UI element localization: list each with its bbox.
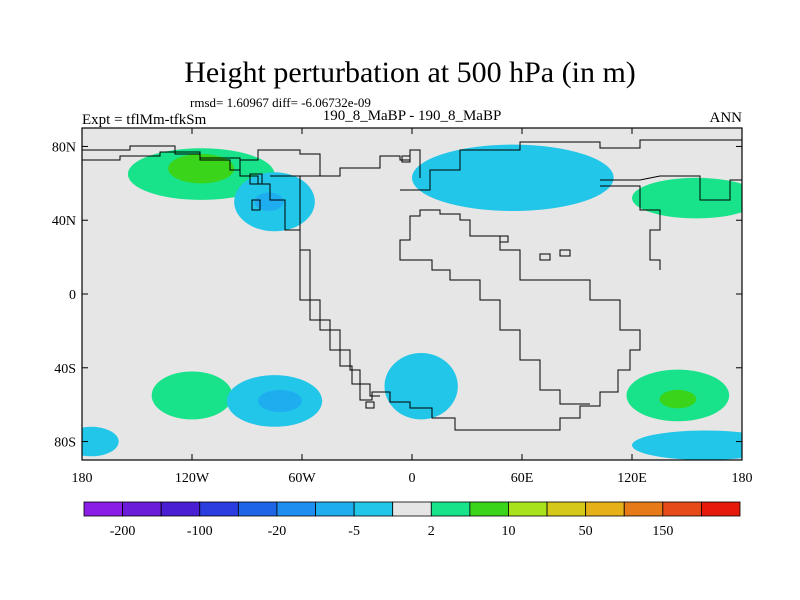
colorbar-swatch-11 [508,501,548,517]
anomaly-region-13 [82,426,119,457]
colorbar-swatch-15 [662,501,702,517]
x-tick-label-0: 180 [72,471,93,486]
colorbar-swatch-12 [546,501,587,517]
colorbar-swatch-0 [83,501,123,517]
x-tick-label-4: 60E [511,471,534,486]
colorbar-label-1: -100 [187,524,213,539]
anomaly-region-3 [254,192,284,211]
colorbar-label-7: 150 [652,524,673,539]
x-tick-label-3: 0 [409,471,416,486]
anomaly-region-12 [632,430,742,460]
anomaly-region-4 [411,144,614,211]
colorbar-swatch-3 [199,501,239,517]
anomaly-region-9 [384,353,458,420]
colorbar-swatch-16 [701,501,741,517]
y-tick-label-0: 80N [52,140,76,155]
colorbar-swatch-7 [353,501,394,517]
coastline-east [600,175,742,201]
colorbar-swatch-13 [585,501,625,517]
coastline-north [400,139,742,191]
x-axis: 180 120W 60W 0 60E 120E 180 [72,128,753,486]
colorbar-swatch-4 [237,501,278,517]
chart-title: Height perturbation at 500 hPa (in m) [184,56,636,89]
x-tick-label-6: 180 [732,471,753,486]
colorbar-swatch-9 [430,501,471,517]
x-tick-label-2: 60W [288,471,316,486]
colorbar-label-2: -20 [268,524,287,539]
colorbar-label-4: 2 [428,524,435,539]
y-axis: 80N 40N 0 40S 80S [52,140,742,451]
y-tick-label-3: 40S [54,362,76,377]
anomaly-field [82,144,742,460]
anomaly-region-5 [632,177,742,219]
colorbar-swatch-2 [160,501,201,517]
stats-label: rmsd= 1.60967 diff= -6.06732e-09 [190,95,371,110]
colorbar-swatch-8 [392,501,432,517]
anomaly-region-6 [151,371,233,420]
colorbar-label-3: -5 [348,524,360,539]
y-tick-label-1: 40N [52,214,76,229]
y-tick-label-2: 0 [69,288,76,303]
colorbar-label-5: 10 [501,524,515,539]
colorbar-swatch-5 [276,501,316,517]
colorbar: -200 -100 -20 -5 2 10 50 150 [83,501,741,539]
coastline-eurasia-africa [82,145,641,431]
coastline-pacific-islands [600,185,661,270]
anomaly-region-8 [258,389,302,413]
coastline-islands-south [365,235,571,409]
colorbar-label-6: 50 [579,524,593,539]
colorbar-swatch-10 [469,501,509,517]
colorbar-swatch-6 [315,501,355,517]
anomaly-region-1 [168,153,235,184]
x-tick-label-1: 120W [175,471,210,486]
anomaly-region-11 [659,389,697,409]
y-tick-label-4: 80S [54,436,76,451]
colorbar-swatch-1 [122,501,162,517]
continent-outlines [82,139,742,431]
x-tick-label-5: 120E [617,471,647,486]
coastline-arctic [270,149,421,178]
coastline-north-america [82,151,380,397]
coastline-greenland [249,155,411,211]
colorbar-swatch-14 [623,501,664,517]
case-label: 190_8_MaBP - 190_8_MaBP [323,108,502,124]
experiment-label: Expt = tflMm-tfkSm [82,112,207,128]
colorbar-label-0: -200 [110,524,136,539]
season-label: ANN [710,110,743,126]
